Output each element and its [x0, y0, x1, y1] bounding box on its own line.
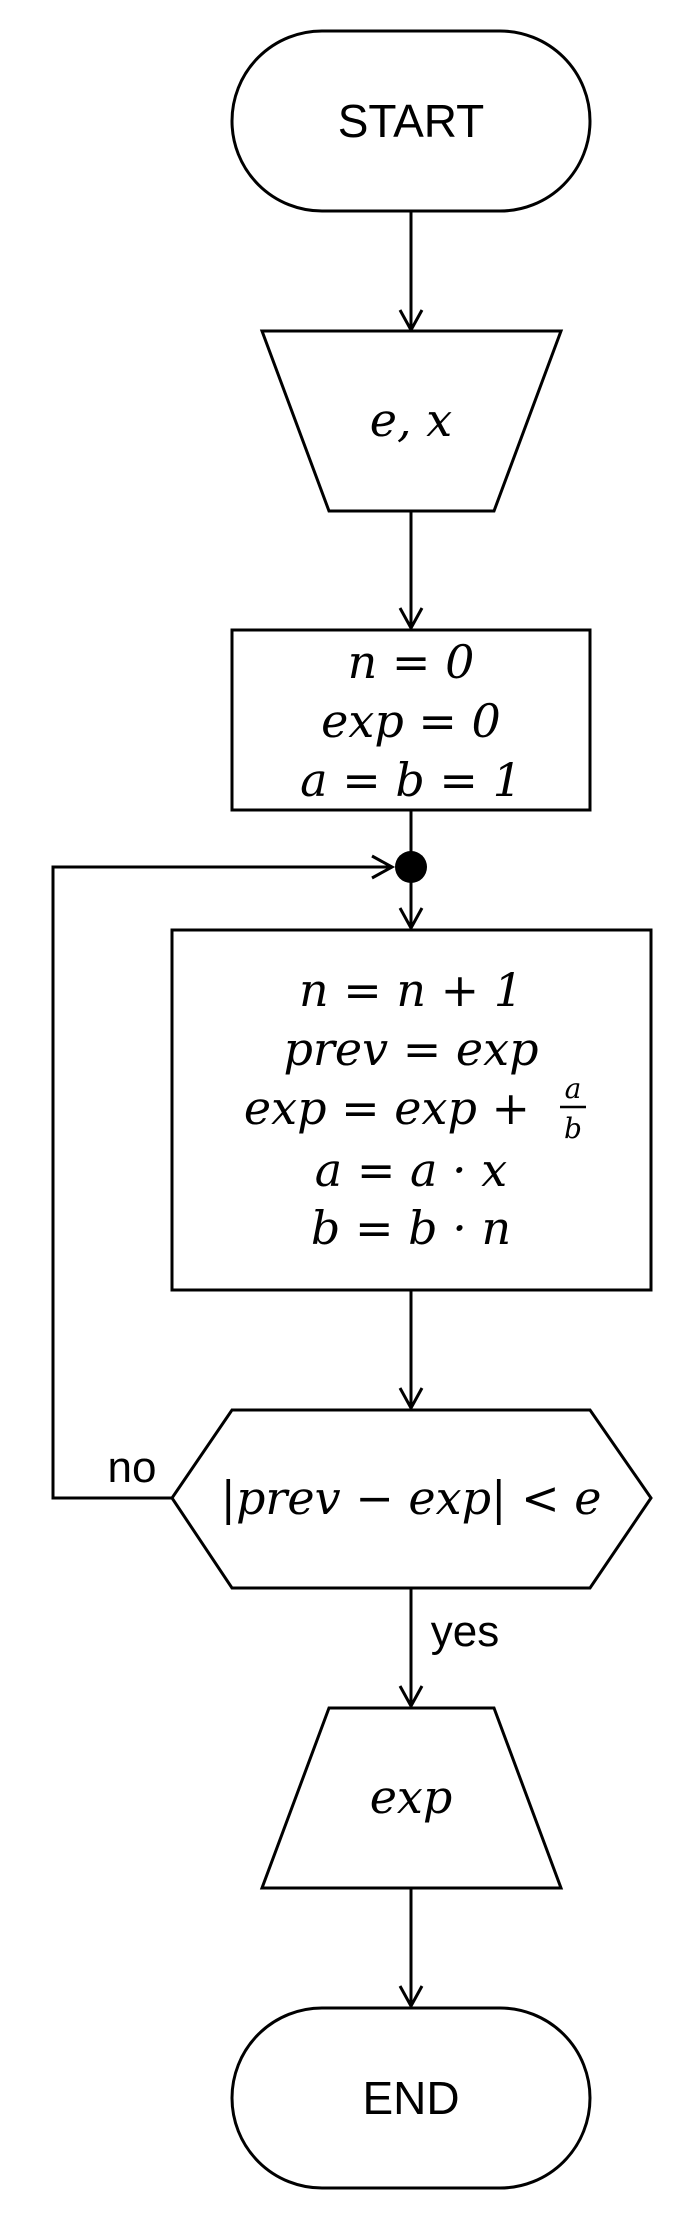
input-trapezoid-shape: [259, 329, 564, 513]
loop-body-node: n = n + 1 prev = exp exp = exp + a b a =…: [170, 928, 653, 1292]
edge-decision-to-output: [398, 1588, 424, 1710]
end-label: END: [362, 2072, 459, 2124]
loop-line-3: exp = exp +: [244, 1081, 530, 1135]
output-trapezoid-shape: [259, 1706, 564, 1890]
fraction-denominator: b: [564, 1112, 582, 1145]
init-node: n = 0 exp = 0 a = b = 1: [230, 628, 592, 812]
fraction-numerator: a: [565, 1072, 582, 1105]
edge-loop-to-decision: [398, 1290, 424, 1412]
end-node: END: [230, 2006, 592, 2190]
loop-line-4: a = a · x: [315, 1143, 508, 1197]
start-label: START: [338, 95, 485, 147]
edge-start-to-input: [398, 211, 424, 334]
loop-line-5: b = b · n: [311, 1201, 511, 1255]
loop-body-process-shape: [170, 928, 653, 1292]
end-terminator-shape: [230, 2006, 592, 2190]
init-process-shape: [230, 628, 592, 812]
decision-label: |prev − exp| < e: [220, 1471, 601, 1525]
input-label: e, x: [370, 393, 452, 447]
init-line-1: n = 0: [348, 635, 475, 689]
loop-line-1: n = n + 1: [299, 963, 523, 1017]
edge-output-to-end: [398, 1888, 424, 2010]
yes-branch-label: yes: [431, 1607, 499, 1656]
no-branch-label: no: [108, 1443, 157, 1492]
decision-hexagon-shape: [170, 1408, 653, 1590]
init-line-2: exp = 0: [321, 694, 501, 748]
edge-input-to-init: [398, 511, 424, 632]
start-node: START: [230, 29, 592, 213]
junction-dot: [395, 851, 427, 883]
init-line-3: a = b = 1: [300, 753, 522, 807]
input-node: e, x: [259, 329, 564, 513]
output-label: exp: [370, 1770, 453, 1824]
edge-loop-back: [51, 854, 396, 1500]
decision-node: |prev − exp| < e: [170, 1408, 653, 1590]
loop-line-2: prev = exp: [283, 1022, 538, 1076]
fraction-a-over-b: a b: [560, 1072, 586, 1145]
output-node: exp: [259, 1706, 564, 1890]
